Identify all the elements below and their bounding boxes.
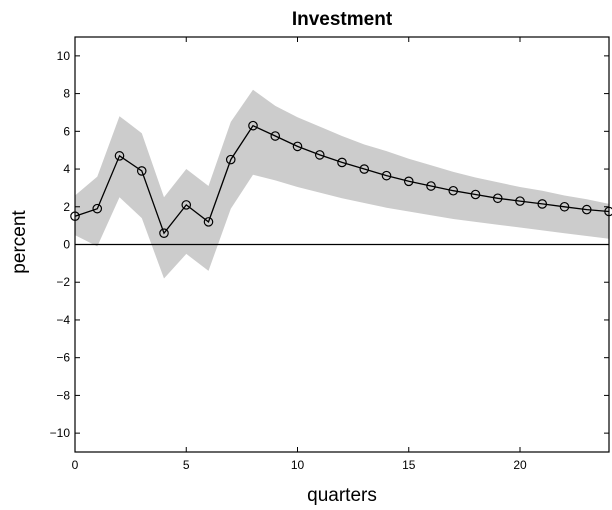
data-point (381, 170, 392, 181)
data-point (359, 164, 370, 174)
series-markers (70, 120, 612, 238)
y-axis-ticks: −10 −8 −6 −4 −2 0 2 4 6 8 10 (50, 49, 609, 440)
data-point (203, 217, 214, 227)
y-tick-label: −10 (50, 426, 71, 440)
y-tick-label: 2 (63, 200, 70, 214)
data-point (492, 193, 503, 204)
data-point (270, 131, 281, 141)
y-tick-label: −6 (56, 351, 70, 365)
chart-title: Investment (292, 9, 393, 30)
data-point (559, 201, 570, 212)
data-point (114, 151, 125, 161)
y-tick-label: 0 (63, 238, 70, 252)
data-point (159, 228, 169, 238)
y-tick-label: −2 (56, 275, 70, 289)
x-axis-ticks: 0 5 10 15 20 (72, 37, 527, 472)
data-point (314, 150, 325, 160)
data-point (403, 176, 414, 187)
y-tick-label: −8 (56, 388, 70, 402)
data-point (470, 189, 481, 200)
x-tick-label: 15 (402, 458, 416, 472)
series-line (74, 124, 610, 235)
data-point (181, 200, 192, 210)
y-axis-label: percent (9, 210, 30, 274)
data-point (92, 203, 103, 214)
data-point (426, 181, 436, 191)
data-point (537, 199, 548, 209)
data-point (337, 157, 347, 168)
data-point (225, 154, 236, 165)
plot-area (70, 36, 612, 453)
y-tick-label: 6 (63, 124, 70, 138)
data-point (292, 141, 303, 152)
y-tick-label: 10 (57, 49, 71, 63)
data-point (136, 166, 147, 176)
x-tick-label: 5 (183, 458, 190, 472)
y-tick-label: 8 (63, 87, 70, 101)
x-tick-label: 10 (291, 458, 305, 472)
x-tick-label: 20 (513, 458, 527, 472)
data-point (581, 204, 592, 215)
data-point (248, 120, 258, 131)
y-tick-label: −4 (56, 313, 70, 327)
y-tick-label: 4 (63, 162, 70, 176)
confidence-band (75, 89, 609, 279)
data-point (448, 185, 459, 196)
data-point (515, 196, 525, 206)
x-axis-label: quarters (307, 485, 377, 506)
x-tick-label: 0 (72, 458, 79, 472)
